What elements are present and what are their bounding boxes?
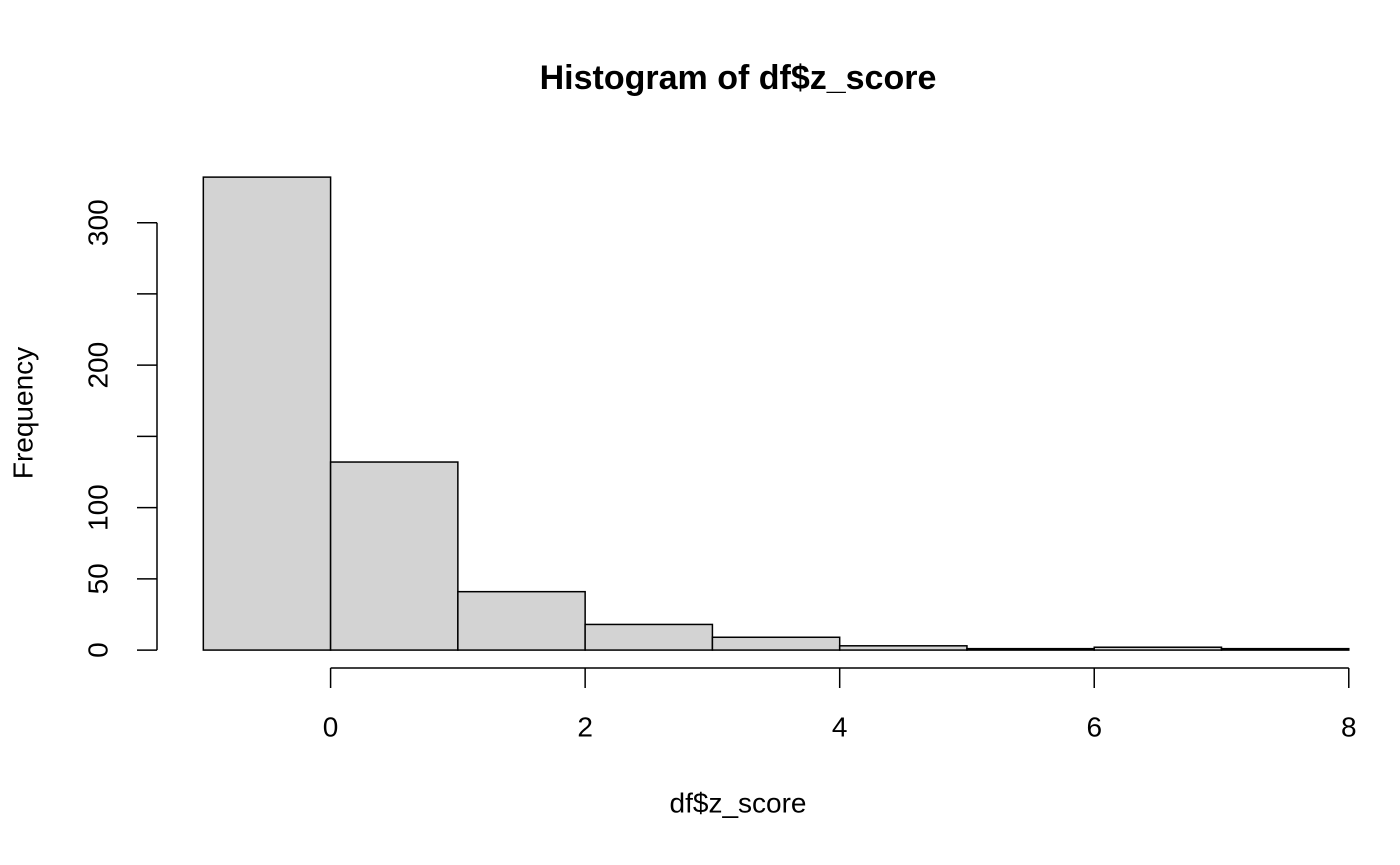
x-tick-label: 8 [1341,711,1357,742]
chart-title: Histogram of df$z_score [540,59,937,97]
y-axis-title: Frequency [7,347,38,479]
bar [584,623,714,651]
x-tick-label: 0 [323,711,339,742]
y-tick-label: 300 [82,199,113,246]
bar [711,636,841,651]
x-tick-label: 2 [577,711,593,742]
bar [329,461,459,651]
bar [202,176,332,651]
bar [457,590,586,651]
bar [966,647,1095,651]
y-tick-label: 100 [82,484,113,531]
x-axis-title: df$z_score [670,787,807,818]
y-tick-label: 0 [82,642,113,658]
y-tick-label: 50 [82,563,113,594]
bar [1093,646,1223,651]
bar [838,645,968,651]
x-tick-label: 4 [832,711,848,742]
bar [1220,647,1350,651]
y-tick-label: 200 [82,342,113,389]
x-tick-label: 6 [1086,711,1102,742]
